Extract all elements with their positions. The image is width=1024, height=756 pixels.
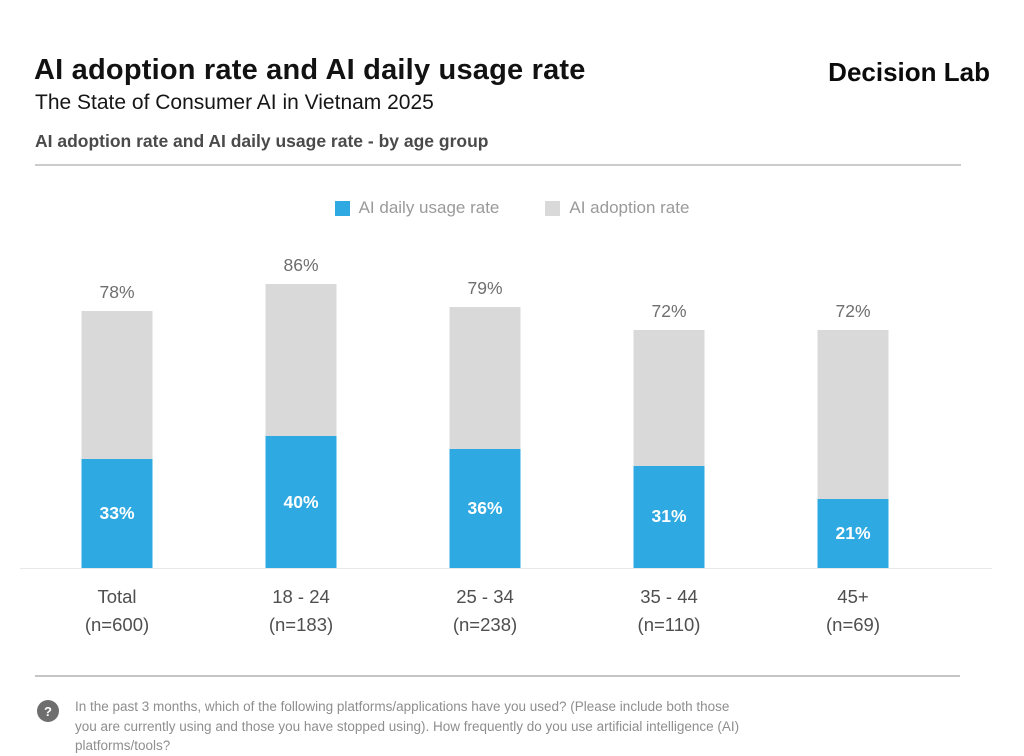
header-divider xyxy=(35,164,961,166)
chart-legend: AI daily usage rate AI adoption rate xyxy=(0,198,1024,218)
daily-usage-bar: 31% xyxy=(633,465,705,568)
legend-label-adoption: AI adoption rate xyxy=(569,198,690,217)
x-label-1: Total (n=600) xyxy=(25,583,209,639)
legend-swatch-daily-usage xyxy=(334,200,350,216)
chart-section-title: AI adoption rate and AI daily usage rate… xyxy=(35,131,489,151)
bar-chart: 78% 33% 86% 40% 79% 36% 72% 31% 72% 21% xyxy=(25,238,945,568)
sample-size-label: (n=600) xyxy=(84,614,150,635)
daily-usage-label: 31% xyxy=(651,506,687,527)
bar-column-4: 72% 31% xyxy=(577,238,761,568)
adoption-rate-label: 72% xyxy=(835,301,871,322)
x-axis-labels: Total (n=600) 18 - 24 (n=183) 25 - 34 (n=238)… xyxy=(25,583,945,639)
sample-size-label: (n=183) xyxy=(268,614,334,635)
bar-column-1: 78% 33% xyxy=(25,238,209,568)
x-label-3: 25 - 34 (n=238) xyxy=(393,583,577,639)
x-label-4: 35 - 44 (n=110) xyxy=(577,583,761,639)
adoption-rate-label: 86% xyxy=(283,255,319,276)
bar-column-3: 79% 36% xyxy=(393,238,577,568)
daily-usage-bar: 21% xyxy=(817,498,889,568)
daily-usage-label: 36% xyxy=(467,498,503,519)
category-label: 18 - 24 xyxy=(272,586,330,607)
legend-item-adoption: AI adoption rate xyxy=(545,198,689,218)
bar-column-5: 72% 21% xyxy=(761,238,945,568)
x-axis-baseline xyxy=(20,568,992,569)
daily-usage-label: 21% xyxy=(835,522,871,543)
category-label: 45+ xyxy=(837,586,869,607)
daily-usage-label: 33% xyxy=(99,503,135,524)
legend-swatch-adoption xyxy=(545,200,561,216)
legend-label-daily-usage: AI daily usage rate xyxy=(358,198,500,217)
page-title: AI adoption rate and AI daily usage rate xyxy=(34,54,586,86)
daily-usage-bar: 33% xyxy=(81,459,153,568)
survey-question-footnote: In the past 3 months, which of the follo… xyxy=(75,699,740,754)
adoption-rate-label: 72% xyxy=(651,301,687,322)
brand-logo: Decision Lab xyxy=(828,57,990,87)
daily-usage-bar: 40% xyxy=(265,436,337,568)
bar-column-2: 86% 40% xyxy=(209,238,393,568)
adoption-rate-label: 79% xyxy=(467,278,503,299)
question-mark-icon: ? xyxy=(37,700,59,722)
adoption-rate-label: 78% xyxy=(99,281,135,302)
category-label: 35 - 44 xyxy=(640,586,698,607)
sample-size-label: (n=110) xyxy=(637,614,701,635)
legend-item-daily-usage: AI daily usage rate xyxy=(334,198,500,218)
daily-usage-bar: 36% xyxy=(449,449,521,568)
sample-size-label: (n=238) xyxy=(452,614,518,635)
category-label: 25 - 34 xyxy=(456,586,514,607)
x-label-5: 45+ (n=69) xyxy=(761,583,945,639)
category-label: Total xyxy=(97,586,137,607)
daily-usage-label: 40% xyxy=(283,491,319,512)
footer-divider xyxy=(35,675,960,677)
x-label-2: 18 - 24 (n=183) xyxy=(209,583,393,639)
sample-size-label: (n=69) xyxy=(826,614,880,635)
page-subtitle: The State of Consumer AI in Vietnam 2025 xyxy=(35,91,434,114)
